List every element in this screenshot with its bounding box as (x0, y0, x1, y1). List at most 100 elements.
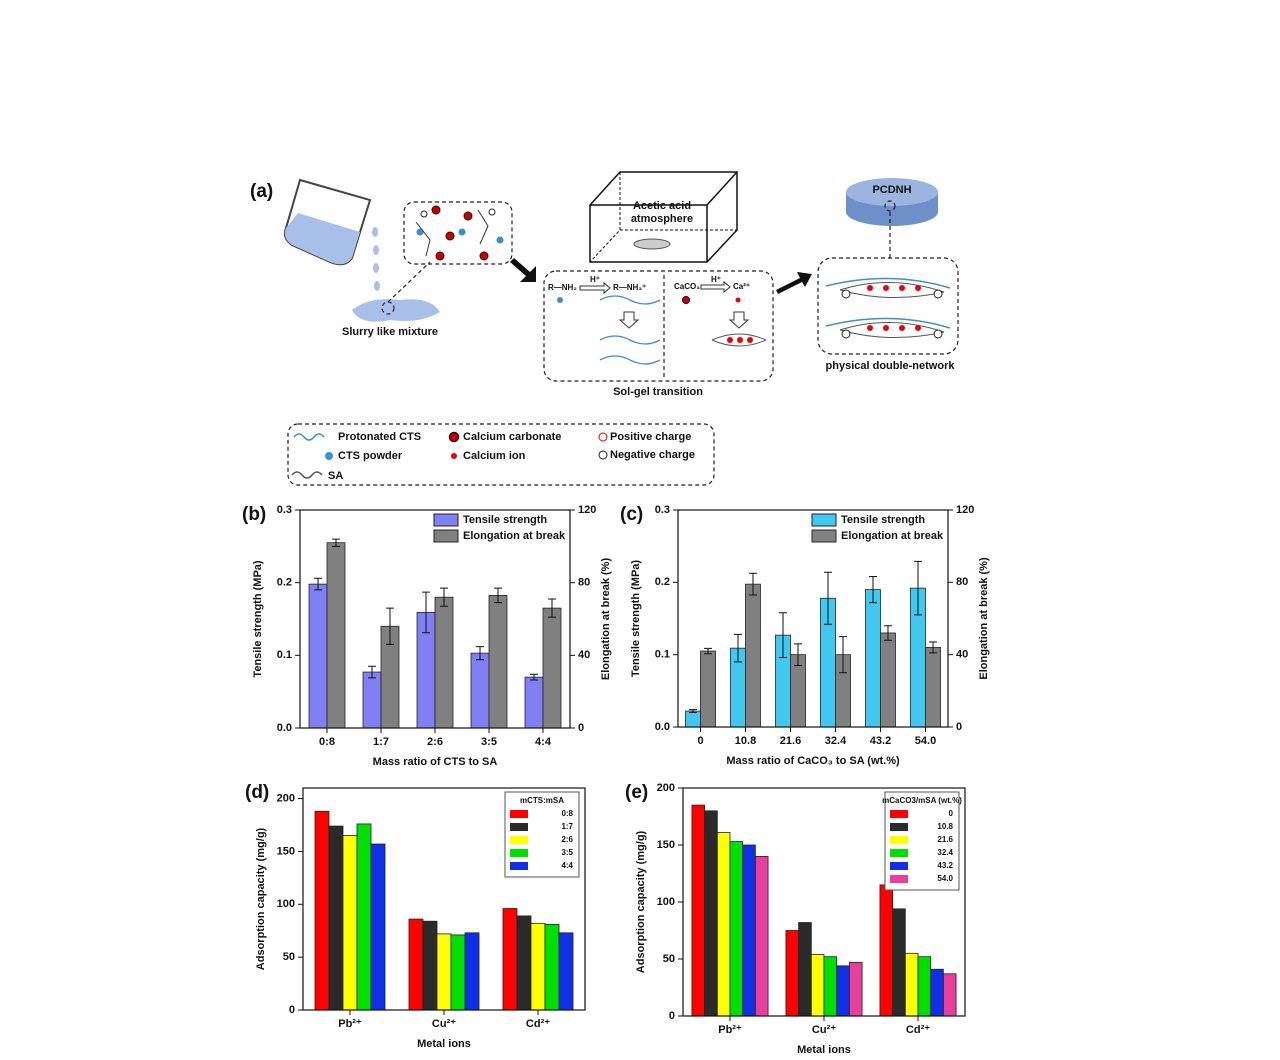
reaction-text: R—NH₃⁺ (613, 283, 646, 292)
x-tick-label: 2:6 (427, 736, 443, 748)
legend-swatch (890, 862, 908, 870)
plot-frame (677, 509, 949, 728)
legend-swatch (890, 810, 908, 818)
x-tick-label: Pb²⁺ (718, 1024, 742, 1036)
legend-swatch (811, 513, 837, 527)
bar (904, 952, 919, 1017)
error-bar (476, 646, 485, 661)
bar (836, 965, 850, 1017)
bar (308, 583, 328, 729)
bar (930, 968, 944, 1017)
bar (917, 956, 932, 1017)
legend-label: 4:4 (561, 861, 573, 870)
legend-swatch (433, 513, 459, 527)
legend-swatch (890, 836, 908, 844)
legend-swatch (890, 849, 908, 857)
plot-frame (302, 787, 586, 1011)
legend-icon (448, 431, 460, 443)
arrow (510, 258, 536, 282)
x-tick-label: 54.0 (915, 735, 936, 747)
error-bar (838, 636, 847, 674)
bar (326, 542, 346, 729)
drops (372, 227, 380, 291)
bar (524, 676, 544, 729)
x-tick-label: Cd²⁺ (526, 1018, 550, 1030)
error-bar (439, 587, 448, 607)
error-bar (883, 625, 892, 641)
bar (502, 908, 518, 1011)
legend-icon (325, 452, 333, 460)
y-tick-label: 200 (657, 782, 675, 794)
legend-label: 3:5 (561, 848, 573, 857)
reaction-text: H⁺ (590, 275, 600, 284)
x-tick-label: 10.8 (735, 735, 756, 747)
legend-label: Elongation at break (463, 530, 566, 542)
bar (356, 823, 372, 1011)
x-tick-label: 21.6 (780, 735, 801, 747)
plot-frame (299, 509, 571, 729)
error-bar (331, 538, 340, 547)
legend-swatch (510, 823, 528, 831)
legend-title: mCTS:mSA (520, 796, 564, 805)
bar (745, 583, 761, 728)
legend-label: 1:7 (561, 822, 573, 831)
x-tick-label: Cd²⁺ (906, 1024, 930, 1036)
bar (328, 825, 344, 1011)
y-tick-label: 0.3 (655, 504, 670, 516)
error-bar (547, 598, 556, 618)
legend-swatch (510, 810, 528, 818)
bar (488, 594, 508, 729)
legend-swatch (510, 862, 528, 870)
error-bar (928, 641, 937, 654)
bar (370, 843, 386, 1011)
legend-icon (598, 450, 608, 460)
legend-label: Calcium carbonate (463, 431, 561, 443)
panel-label: (b) (242, 504, 266, 525)
mixture-particles (415, 205, 504, 261)
legend-swatch (433, 529, 459, 543)
legend-label: 54.0 (937, 874, 953, 883)
y2-tick-label: 120 (956, 504, 974, 516)
error-bar (314, 577, 323, 591)
y2-tick-label: 40 (956, 649, 968, 661)
zoom-spot (884, 200, 896, 212)
bar (879, 884, 894, 1017)
error-bar (493, 587, 502, 604)
bar (892, 908, 906, 1017)
legend-title: mCaCO3/mSA (wt.%) (882, 796, 962, 805)
plot-frame (682, 787, 966, 1017)
legend-label: Elongation at break (841, 530, 944, 542)
error-bar (748, 572, 757, 596)
error-bar (869, 576, 878, 604)
reaction-arrow (579, 281, 611, 295)
network-label: physical double-network (826, 360, 956, 372)
diagram: (a) Slurry like mixture Acetic acid atmo… (250, 171, 959, 486)
transition-sketch (557, 295, 767, 365)
y-tick-label: 200 (277, 792, 295, 804)
x-tick-label: Cu²⁺ (432, 1018, 456, 1030)
diagram-legend (287, 423, 715, 486)
bar (691, 804, 706, 1017)
legend-label: 0 (949, 809, 954, 818)
bar (942, 973, 957, 1017)
atmosphere-label: atmosphere (631, 213, 693, 225)
transition-box (543, 270, 774, 382)
legend-icon (451, 453, 457, 459)
bar (450, 934, 466, 1011)
bar (880, 632, 896, 728)
bar (530, 922, 546, 1011)
y-tick-label: 50 (663, 953, 675, 965)
bar (362, 671, 382, 729)
legend-label: 2:6 (561, 835, 573, 844)
x-axis-title: Mass ratio of CaCO₃ to SA (wt.%) (726, 755, 900, 767)
zoom-line (387, 261, 431, 303)
legend-label: Calcium ion (463, 450, 526, 462)
y-tick-label: 0.3 (277, 504, 292, 516)
zoom-spot (381, 301, 395, 315)
x-tick-label: 4:4 (535, 736, 552, 748)
x-tick-label: Pb²⁺ (338, 1018, 362, 1030)
pcdnh-top (846, 178, 938, 206)
bar (436, 933, 452, 1011)
y2-tick-label: 80 (578, 577, 590, 589)
